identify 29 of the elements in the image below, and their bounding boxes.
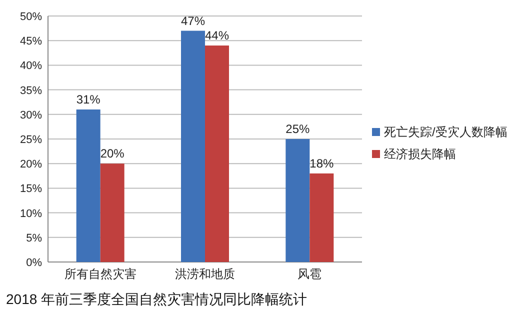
y-tick-label: 45% bbox=[20, 36, 42, 48]
y-tick-label: 35% bbox=[20, 84, 42, 97]
data-label: 20% bbox=[100, 146, 125, 161]
x-tick-label: 所有自然灾害 bbox=[64, 267, 136, 281]
bar bbox=[100, 164, 124, 262]
y-tick-label: 15% bbox=[20, 183, 42, 196]
data-label: 47% bbox=[180, 14, 206, 28]
y-tick-label: 25% bbox=[20, 134, 42, 146]
legend-label: 死亡失踪/受灾人数降幅 bbox=[384, 125, 508, 139]
x-tick-label: 风雹 bbox=[298, 267, 322, 281]
bar bbox=[205, 46, 229, 262]
x-tick-label: 洪涝和地质 bbox=[175, 267, 235, 281]
y-tick-label: 5% bbox=[26, 232, 42, 244]
text: 2018 年前三季度全国自然灾害情况同比降幅统计 bbox=[6, 291, 308, 307]
y-tick-label: 20% bbox=[20, 158, 42, 171]
data-label: 25% bbox=[286, 122, 310, 136]
y-tick-label: 40% bbox=[20, 60, 42, 72]
data-label: 18% bbox=[310, 156, 334, 170]
bar bbox=[181, 30, 205, 262]
y-tick-label: 10% bbox=[20, 208, 42, 220]
data-label: 44% bbox=[204, 28, 230, 43]
bar bbox=[286, 139, 310, 262]
y-tick-label: 50% bbox=[20, 11, 42, 23]
bar bbox=[76, 109, 100, 262]
y-tick-label: 30% bbox=[20, 109, 42, 122]
data-label: 31% bbox=[76, 92, 101, 106]
y-tick-label: 0% bbox=[26, 257, 42, 269]
legend-label: 经济损失降幅 bbox=[384, 147, 456, 161]
bar bbox=[310, 173, 334, 262]
